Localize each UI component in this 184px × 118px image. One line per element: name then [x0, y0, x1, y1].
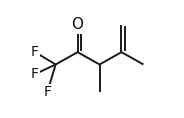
Text: O: O [72, 17, 84, 32]
Text: F: F [43, 85, 51, 99]
Text: F: F [31, 45, 39, 59]
Text: F: F [31, 67, 39, 81]
